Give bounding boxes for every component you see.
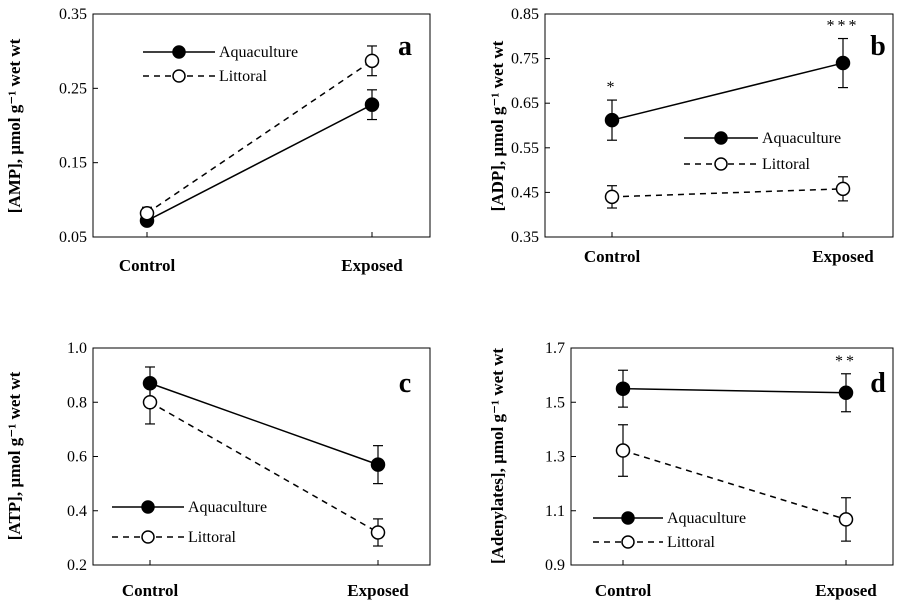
y-tick-label: 0.05 (59, 229, 87, 246)
legend: Aquaculture Littoral (112, 499, 267, 546)
significance-label: *** (827, 18, 860, 35)
y-axis-label: [ADP], µmol g⁻¹ wet wt (488, 40, 507, 211)
data-point-aquaculture (606, 114, 619, 127)
x-category-label: Exposed (347, 581, 409, 600)
legend-marker-aquaculture (715, 132, 727, 144)
y-tick-label: 0.55 (511, 140, 539, 157)
x-category-label: Control (584, 247, 641, 266)
legend-marker-aquaculture (142, 501, 154, 513)
legend-marker-littoral (715, 158, 727, 170)
legend-marker-littoral (173, 70, 185, 82)
series-line-aquaculture (612, 63, 843, 120)
data-point-littoral (372, 526, 385, 539)
plot-frame (545, 14, 893, 237)
data-point-aquaculture (840, 386, 853, 399)
legend-marker-aquaculture (173, 46, 185, 58)
panel-letter: d (870, 368, 886, 399)
legend-label-littoral: Littoral (762, 156, 811, 173)
y-tick-label: 0.45 (511, 184, 539, 201)
data-point-aquaculture (837, 57, 850, 70)
panel-letter: b (870, 31, 886, 62)
series-line-aquaculture (150, 383, 378, 464)
significance-label: * (607, 79, 618, 96)
y-tick-label: 0.2 (67, 557, 87, 574)
series-line-aquaculture (147, 105, 372, 221)
y-tick-label: 1.3 (545, 449, 565, 466)
y-tick-label: 1.0 (67, 340, 87, 357)
legend-label-aquaculture: Aquaculture (667, 510, 746, 527)
x-category-label: Exposed (812, 247, 874, 266)
legend: Aquaculture Littoral (143, 44, 298, 85)
data-point-littoral (366, 54, 379, 67)
y-tick-label: 0.35 (59, 6, 87, 23)
y-tick-label: 0.35 (511, 229, 539, 246)
legend-label-littoral: Littoral (219, 68, 268, 85)
y-tick-label: 1.1 (545, 503, 565, 520)
y-tick-label: 0.85 (511, 6, 539, 23)
panel-a: 0.05 0.15 0.25 0.35 Control Exposed [AMP], µmo… (5, 6, 430, 275)
legend-marker-aquaculture (622, 512, 634, 524)
x-category-label: Exposed (815, 581, 877, 600)
panel-letter: c (399, 368, 411, 399)
y-tick-label: 1.5 (545, 394, 565, 411)
legend-label-aquaculture: Aquaculture (188, 499, 267, 516)
x-category-label: Control (122, 581, 179, 600)
y-tick-label: 0.65 (511, 95, 539, 112)
panel-b: 0.35 0.45 0.55 0.65 0.75 0.85 Control Exposed [A… (488, 6, 893, 266)
data-point-littoral (144, 396, 157, 409)
series-line-aquaculture (623, 389, 846, 393)
panel-d: 0.9 1.1 1.3 1.5 1.7 Control Exposed [Adenylates… (488, 340, 893, 600)
y-tick-label: 0.6 (67, 449, 87, 466)
data-point-littoral (840, 513, 853, 526)
data-point-littoral (606, 190, 619, 203)
series-line-littoral (612, 189, 843, 197)
legend: Aquaculture Littoral (593, 510, 746, 551)
data-point-littoral (141, 207, 154, 220)
panel-letter: a (398, 31, 412, 62)
legend-marker-littoral (142, 531, 154, 543)
x-category-label: Control (119, 256, 176, 275)
legend: Aquaculture Littoral (684, 130, 841, 173)
y-tick-label: 1.7 (545, 340, 565, 357)
y-tick-label: 0.9 (545, 557, 565, 574)
legend-label-littoral: Littoral (188, 529, 237, 546)
data-point-aquaculture (366, 98, 379, 111)
data-point-aquaculture (617, 382, 630, 395)
data-point-aquaculture (372, 458, 385, 471)
data-point-littoral (837, 182, 850, 195)
y-axis-label: [AMP], µmol g⁻¹ wet wt (5, 38, 24, 213)
legend-label-aquaculture: Aquaculture (762, 130, 841, 147)
y-axis-label: [Adenylates], µmol g⁻¹ wet wt (488, 348, 507, 564)
legend-label-aquaculture: Aquaculture (219, 44, 298, 61)
y-tick-label: 0.25 (59, 80, 87, 97)
y-tick-label: 0.75 (511, 51, 539, 68)
legend-label-littoral: Littoral (667, 534, 716, 551)
y-tick-label: 0.8 (67, 394, 87, 411)
x-category-label: Control (595, 581, 652, 600)
data-point-littoral (617, 444, 630, 457)
panel-c: 0.2 0.4 0.6 0.8 1.0 Control Exposed [ATP], µmol… (5, 340, 430, 600)
significance-label: ** (835, 353, 857, 370)
y-tick-label: 0.15 (59, 155, 87, 172)
y-axis-label: [ATP], µmol g⁻¹ wet wt (5, 371, 24, 540)
y-tick-label: 0.4 (67, 503, 87, 520)
legend-marker-littoral (622, 536, 634, 548)
x-category-label: Exposed (341, 256, 403, 275)
